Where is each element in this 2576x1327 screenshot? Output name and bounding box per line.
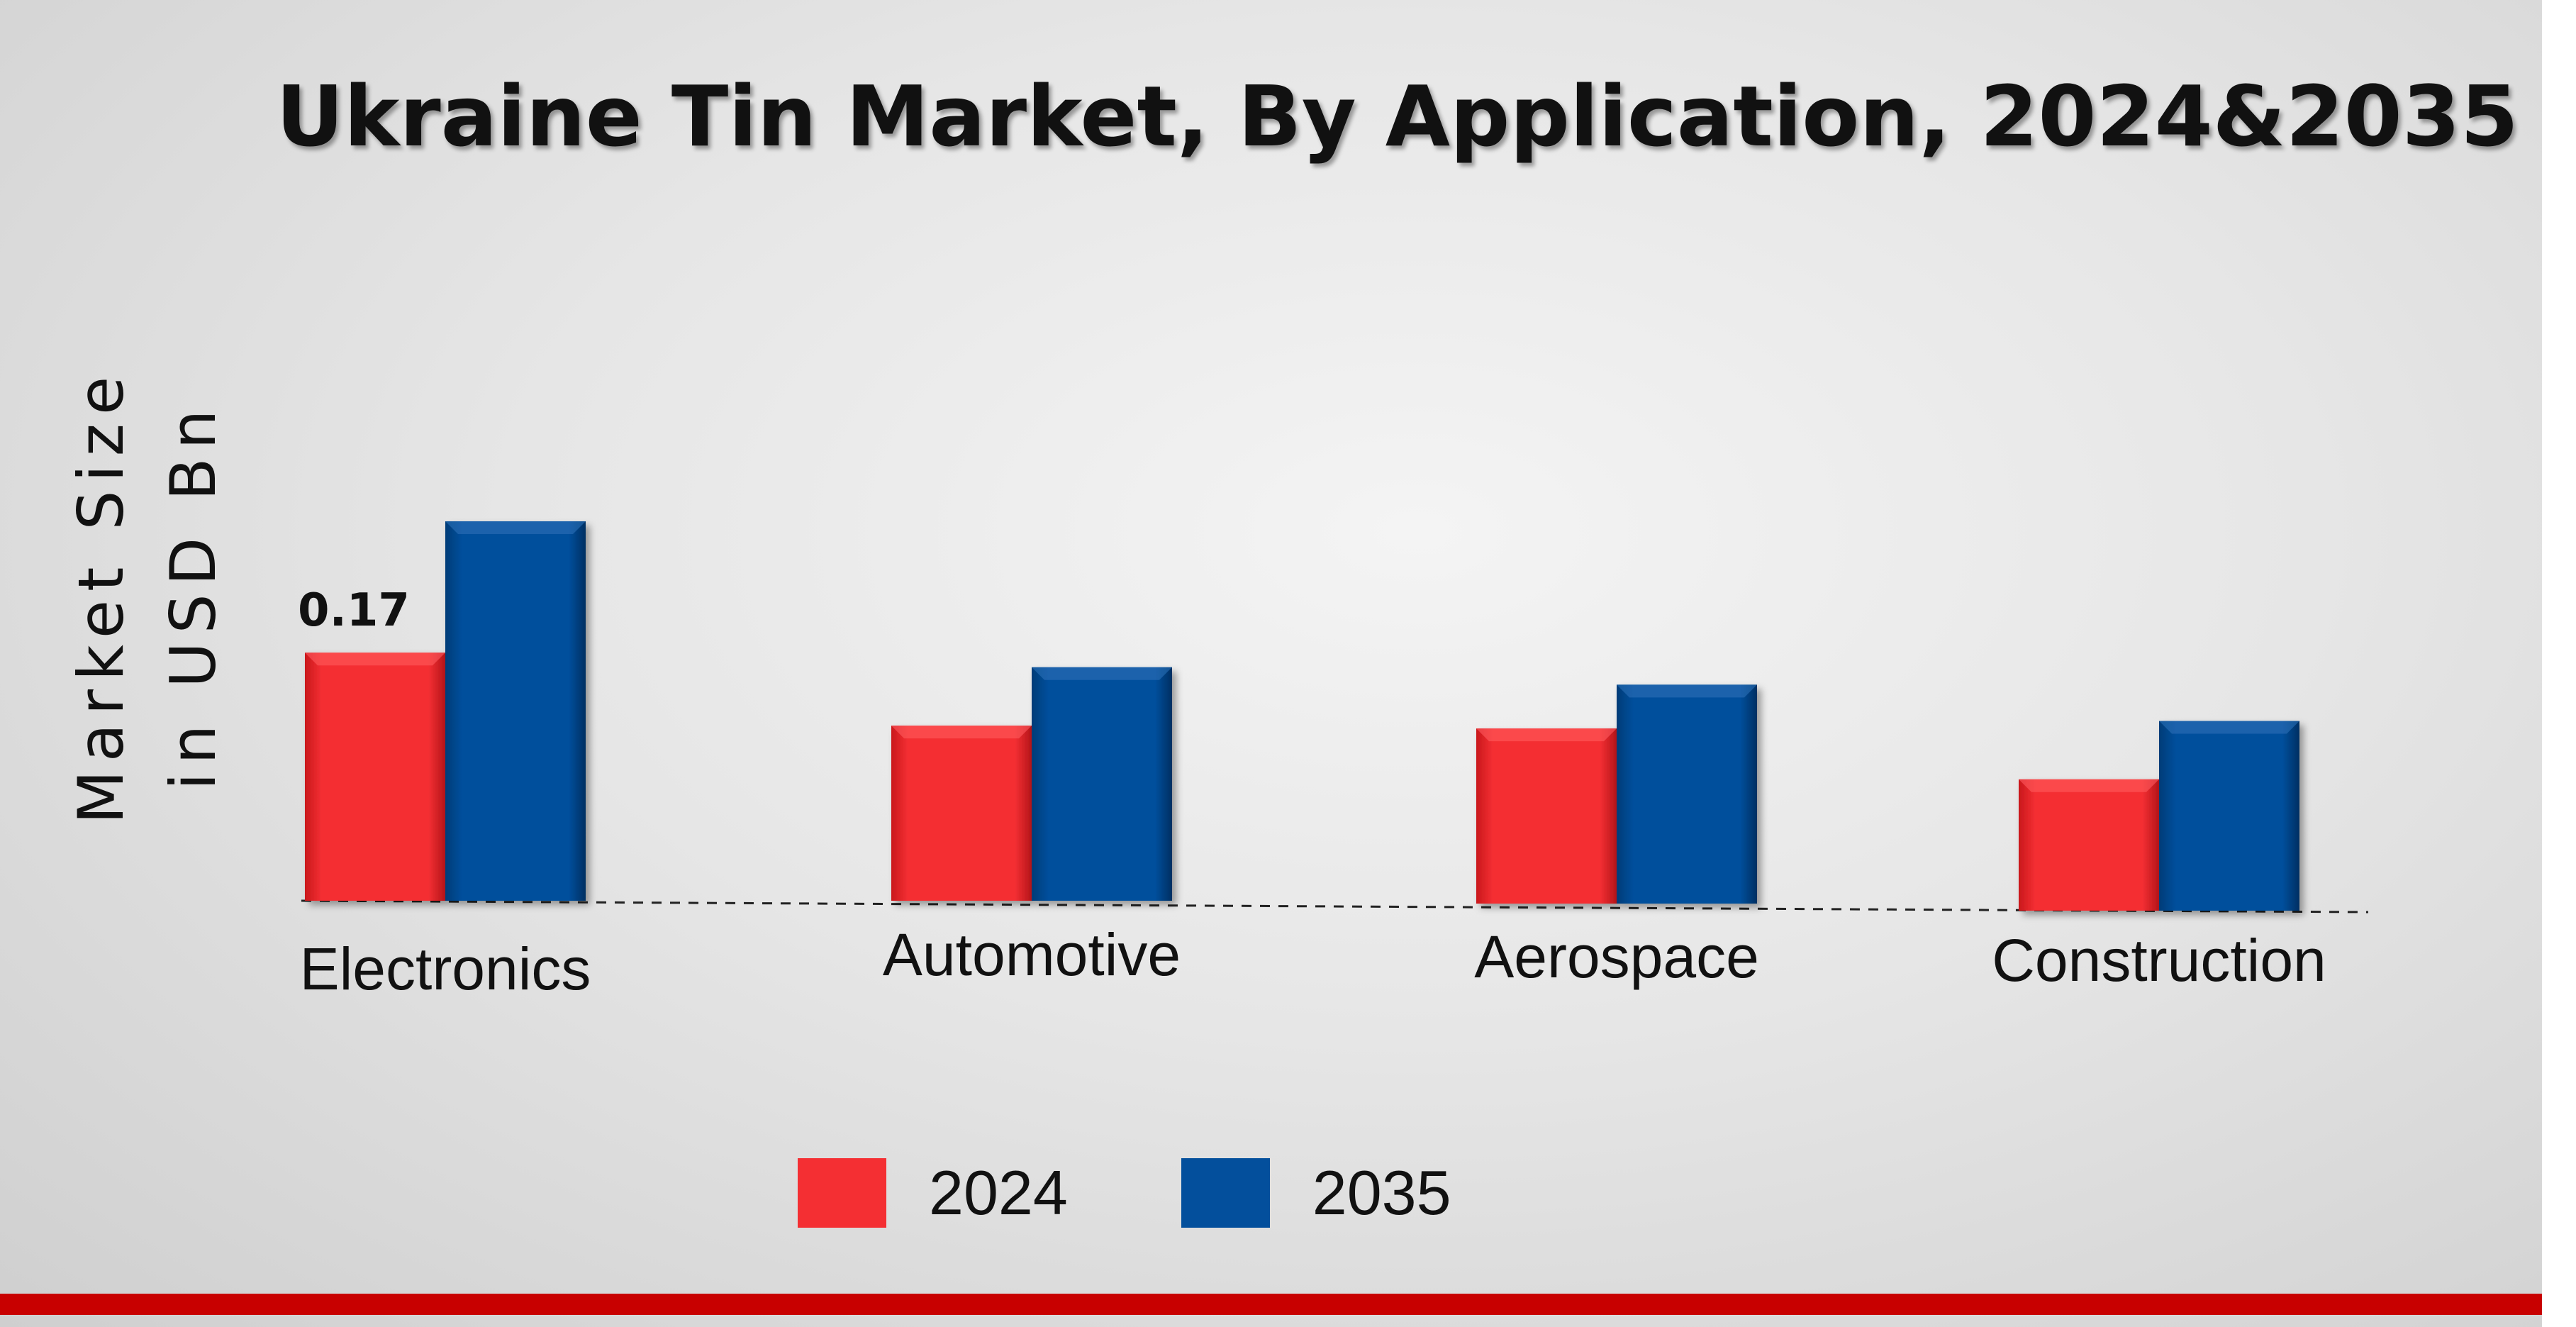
legend-label-2024: 2024: [929, 1157, 1068, 1228]
legend-swatch-2024: [798, 1158, 886, 1228]
chart-title: Ukraine Tin Market, By Application, 2024…: [276, 67, 2519, 165]
footer-accent-bar: [0, 1294, 2542, 1315]
x-tick-label-construction: Construction: [1992, 927, 2326, 994]
bar-aerospace-2035: [1617, 684, 1757, 904]
legend-item-2035: 2035: [1181, 1157, 1451, 1229]
legend: 2024 2035: [798, 1157, 1565, 1228]
right-margin: [2542, 0, 2576, 1327]
bar-construction-2024: [2019, 779, 2159, 911]
bar-electronics-2024: [305, 653, 445, 901]
bar-construction-2035: [2159, 721, 2299, 911]
legend-item-2024: 2024: [798, 1157, 1068, 1229]
bar-automotive-2024: [891, 726, 1032, 901]
x-tick-label-automotive: Automotive: [883, 921, 1181, 988]
x-tick-label-aerospace: Aerospace: [1474, 923, 1759, 990]
legend-swatch-2035: [1181, 1158, 1270, 1228]
bar-electronics-2035: [445, 521, 586, 901]
bar-automotive-2035: [1032, 667, 1172, 901]
legend-label-2035: 2035: [1312, 1157, 1451, 1228]
x-tick-label-electronics: Electronics: [300, 935, 591, 1002]
data-label-electronics-2024: 0.17: [298, 584, 410, 637]
bar-aerospace-2024: [1476, 728, 1617, 904]
